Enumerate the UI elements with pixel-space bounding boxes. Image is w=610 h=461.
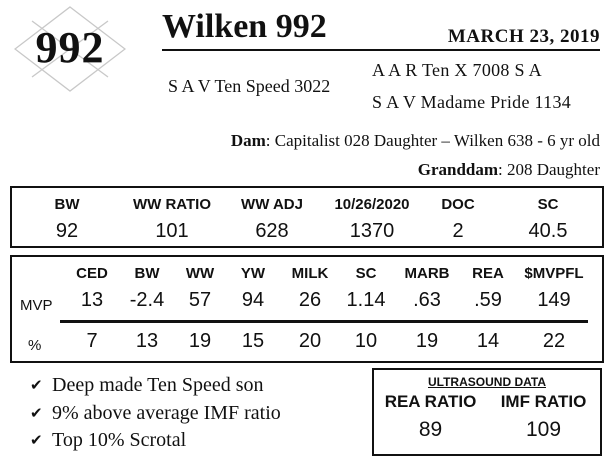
epd-header-milk: MILK [291,265,329,282]
pct-value-rea: 14 [476,330,500,352]
sire-name: S A V Ten Speed 3022 [168,76,331,96]
epd-header-yw: YW [240,265,266,282]
checkmark-icon: ✔ [30,405,43,422]
sire-dam-name: S A V Madame Pride 1134 [372,92,572,112]
perf-header-ww-adj: WW ADJ [241,196,303,213]
epd-header-row: CED BW WW YW MILK SC MARB REA $MVPFL [64,265,604,282]
sale-date: MARCH 23, 2019 [447,26,600,47]
ultrasound-title: ULTRASOUND DATA [428,375,546,389]
epd-header-sc: SC [355,265,377,282]
epd-header-bw: BW [134,265,160,282]
ultrasound-box: ULTRASOUND DATA REA RATIO 89 IMF RATIO 1… [372,368,602,456]
lot-emblem-diamond-x-icon [14,6,126,92]
mvp-value-milk: 26 [298,289,322,311]
pct-value-ww: 19 [188,330,212,352]
mvp-value-sc: 1.14 [346,289,386,311]
rea-ratio-value: 89 [418,418,443,441]
performance-table: BW WW RATIO WW ADJ 10/26/2020 DOC SC 92 … [10,186,604,248]
percentile-row-label: % [28,337,42,354]
mvp-value-yw: 94 [241,289,265,311]
perf-value-ww-ratio: 101 [155,220,189,242]
rea-ratio-column: REA RATIO 89 [374,392,487,442]
pct-value-bw: 13 [135,330,159,352]
pct-value-ced: 7 [86,330,98,352]
mvp-value-ced: 13 [80,289,104,311]
lot-number: 992 [35,23,105,72]
highlight-text: 9% above average IMF ratio [52,401,281,424]
granddam-value: : 208 Daughter [498,160,600,179]
perf-value-weigh-date: 1370 [349,220,395,242]
highlight-item: ✔ Deep made Ten Speed son [30,372,281,400]
epd-mvp-row: 13 -2.4 57 94 26 1.14 .63 .59 149 [64,289,604,312]
rea-ratio-label: REA RATIO [384,392,477,411]
ultrasound-columns: REA RATIO 89 IMF RATIO 109 [374,392,600,442]
pct-value-sc: 10 [354,330,378,352]
performance-header-row: BW WW RATIO WW ADJ 10/26/2020 DOC SC [12,196,602,213]
mvp-value-marb: .63 [413,289,441,311]
mvp-value-bw: -2.4 [129,289,165,311]
bull-name: Wilken 992 [162,8,327,45]
mvp-value-mvpfl: 149 [537,289,571,311]
pct-value-yw: 15 [241,330,265,352]
performance-value-row: 92 101 628 1370 2 40.5 [12,220,602,243]
pct-value-mvpfl: 22 [542,330,566,352]
epd-header-mvpfl: $MVPFL [524,265,584,282]
pct-value-milk: 20 [298,330,322,352]
epd-header-ced: CED [76,265,108,282]
dam-value: : Capitalist 028 Daughter – Wilken 638 -… [265,131,600,150]
mvp-value-ww: 57 [188,289,212,311]
imf-ratio-value: 109 [525,418,562,441]
checkmark-icon: ✔ [30,378,43,395]
granddam-line: Granddam: 208 Daughter [418,160,600,180]
highlight-text: Top 10% Scrotal [52,429,187,452]
perf-header-ww-ratio: WW RATIO [132,196,212,213]
imf-ratio-label: IMF RATIO [500,392,587,411]
epd-header-rea: REA [472,265,504,282]
granddam-label: Granddam [417,160,499,179]
perf-header-doc: DOC [441,196,475,213]
perf-value-ww-adj: 628 [255,220,289,242]
perf-value-doc: 2 [452,220,464,242]
perf-value-sc: 40.5 [528,220,568,242]
mvp-row-label: MVP [20,297,53,314]
dam-line: Dam: Capitalist 028 Daughter – Wilken 63… [231,131,600,151]
perf-value-bw: 92 [55,220,79,242]
name-underline [162,49,600,51]
dam-label: Dam [230,131,266,150]
epd-header-ww: WW [185,265,215,282]
highlight-text: Deep made Ten Speed son [52,374,264,397]
perf-header-sc: SC [537,196,559,213]
pct-value-marb: 19 [415,330,439,352]
imf-ratio-column: IMF RATIO 109 [487,392,600,442]
highlights-list: ✔ Deep made Ten Speed son ✔ 9% above ave… [30,372,281,455]
perf-header-bw: BW [54,196,80,213]
highlight-item: ✔ Top 10% Scrotal [30,427,281,455]
epd-percentile-row: 7 13 19 15 20 10 19 14 22 [64,330,604,353]
epd-table: MVP % CED BW WW YW MILK SC MARB REA $MVP… [10,255,604,363]
mvp-value-rea: .59 [474,289,502,311]
epd-header-marb: MARB [404,265,450,282]
perf-header-weigh-date: 10/26/2020 [334,196,410,213]
checkmark-icon: ✔ [30,433,43,450]
highlight-item: ✔ 9% above average IMF ratio [30,400,281,428]
sire-sire-name: A A R Ten X 7008 S A [372,60,542,80]
epd-divider [60,320,588,323]
